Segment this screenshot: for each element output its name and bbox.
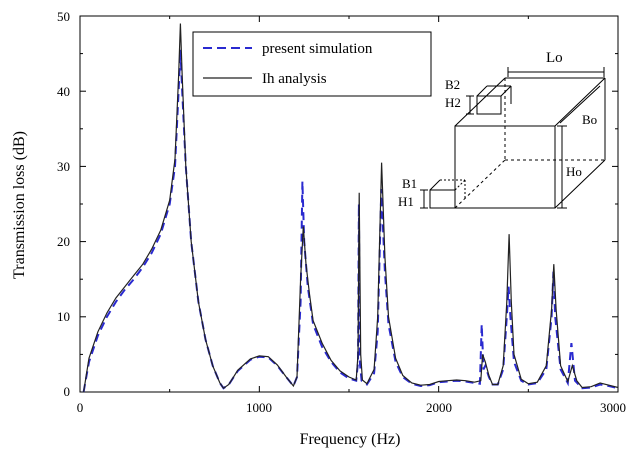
inset-label-lo: Lo — [546, 50, 563, 66]
inset-label-h2: H2 — [445, 95, 461, 110]
inset-label-b1: B1 — [402, 176, 417, 191]
series-line-analysis — [83, 23, 619, 393]
y-tick-label: 30 — [57, 159, 70, 174]
inset-diagram — [420, 67, 606, 209]
inlet-pipe — [429, 189, 456, 209]
y-tick-label: 10 — [57, 309, 70, 324]
inlet-edge — [429, 179, 441, 191]
y-tick-label: 0 — [64, 384, 71, 399]
legend-box — [192, 31, 432, 97]
y-axis-label: Transmission loss (dB) — [11, 131, 28, 279]
dimension-bo — [559, 85, 601, 124]
outlet-edge — [476, 85, 488, 97]
chamber-edge — [554, 77, 606, 127]
inset-label-b2: B2 — [445, 77, 460, 92]
inlet-edge — [454, 179, 466, 191]
x-tick-label: 3000 — [600, 400, 626, 415]
legend-label-simulation: present simulation — [262, 41, 373, 57]
inset-label-bo: Bo — [582, 112, 597, 127]
x-tick-label: 0 — [77, 400, 84, 415]
outlet-pipe — [476, 95, 502, 115]
legend-label-analysis: Ih analysis — [262, 71, 327, 87]
y-tick-label: 50 — [57, 9, 70, 24]
y-tick-label: 40 — [57, 84, 70, 99]
inset-labels: Lo Bo Ho B1 H1 B2 H2 — [398, 50, 597, 209]
legend: present simulation Ih analysis — [192, 31, 432, 97]
chamber-hidden-edge — [454, 159, 506, 209]
inset-label-h1: H1 — [398, 194, 414, 209]
x-axis-ticks: 0 1000 2000 3000 — [77, 400, 626, 415]
outlet-edge — [500, 85, 512, 97]
inset-label-ho: Ho — [566, 164, 582, 179]
tick-marks — [79, 15, 619, 393]
y-tick-label: 20 — [57, 234, 70, 249]
chamber-edge — [454, 77, 506, 127]
x-tick-label: 2000 — [426, 400, 452, 415]
x-tick-label: 1000 — [246, 400, 272, 415]
x-axis-label: Frequency (Hz) — [300, 431, 401, 448]
chamber-edge — [554, 159, 606, 209]
series-layer — [82, 23, 619, 393]
y-axis-ticks: 0 10 20 30 40 50 — [57, 9, 70, 399]
